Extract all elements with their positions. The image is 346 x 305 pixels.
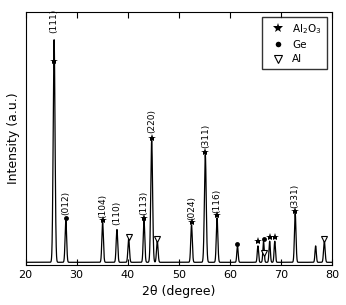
Text: (113): (113) xyxy=(139,191,148,215)
Text: (104): (104) xyxy=(98,194,107,218)
Y-axis label: Intensity (a.u.): Intensity (a.u.) xyxy=(7,92,20,184)
Text: (220): (220) xyxy=(147,109,156,134)
Text: (024): (024) xyxy=(187,196,196,220)
Text: (331): (331) xyxy=(291,184,300,208)
Text: (110): (110) xyxy=(112,201,121,225)
Text: (116): (116) xyxy=(212,189,221,213)
Text: (311): (311) xyxy=(201,123,210,148)
Text: (111): (111) xyxy=(49,9,58,33)
Text: (012): (012) xyxy=(61,191,70,215)
X-axis label: 2θ (degree): 2θ (degree) xyxy=(142,285,216,298)
Legend: Al$_2$O$_3$, Ge, Al: Al$_2$O$_3$, Ge, Al xyxy=(262,17,327,69)
